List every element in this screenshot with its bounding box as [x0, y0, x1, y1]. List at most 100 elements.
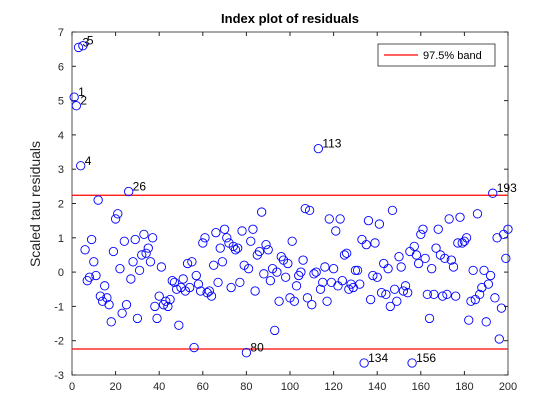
point [134, 265, 145, 276]
point [287, 236, 297, 246]
point [370, 238, 380, 248]
point-annotation: 113 [322, 137, 341, 151]
point [311, 267, 321, 277]
point [363, 215, 374, 226]
point [76, 161, 86, 171]
point [461, 233, 472, 243]
point [501, 253, 511, 264]
point [104, 300, 114, 310]
x-tick-label: 160 [412, 381, 430, 393]
point-annotation: 193 [497, 181, 517, 195]
point [328, 264, 339, 274]
point [411, 250, 422, 260]
point [246, 236, 256, 246]
point [440, 253, 450, 264]
point [429, 289, 439, 300]
point [213, 277, 223, 288]
point [113, 209, 123, 219]
legend-box [377, 43, 496, 67]
point [483, 279, 494, 289]
point [431, 243, 441, 253]
y-tick-label: -1 [54, 301, 64, 313]
point [126, 274, 136, 284]
point [226, 282, 236, 293]
point [259, 269, 269, 279]
point-annotation: 4 [85, 154, 92, 168]
point [394, 252, 404, 262]
point-annotation: 134 [368, 351, 388, 365]
point-annotation: 156 [416, 351, 436, 365]
point [209, 260, 219, 270]
point [217, 257, 228, 267]
point [165, 294, 175, 305]
point [280, 272, 291, 282]
point [198, 238, 208, 248]
point [350, 265, 361, 276]
point [309, 269, 319, 279]
point [182, 258, 193, 269]
point [376, 288, 387, 298]
point [396, 262, 406, 272]
point [272, 267, 282, 277]
point [381, 289, 391, 300]
point [374, 219, 385, 229]
point-annotation: 1 [78, 85, 85, 99]
point [437, 291, 448, 301]
point [191, 270, 201, 281]
point [235, 277, 245, 288]
point [503, 224, 513, 234]
point [84, 272, 95, 282]
point [352, 265, 363, 276]
point [167, 276, 177, 286]
point [366, 294, 376, 305]
point [124, 186, 134, 197]
point [156, 262, 167, 272]
point [161, 296, 171, 306]
point [446, 255, 456, 265]
point [304, 205, 315, 216]
point [339, 250, 350, 260]
point [342, 248, 352, 258]
point [78, 41, 88, 51]
point [230, 245, 241, 255]
point [86, 234, 97, 245]
point [148, 233, 158, 243]
point [422, 289, 432, 300]
point [206, 291, 217, 301]
point [237, 226, 247, 236]
point [451, 291, 461, 301]
point [442, 289, 452, 300]
point [73, 42, 84, 53]
x-tick-label: 100 [281, 381, 299, 393]
point [141, 248, 151, 258]
point [93, 195, 103, 205]
point [174, 320, 184, 330]
point [154, 291, 164, 301]
point [233, 243, 243, 253]
y-tick-label: 3 [58, 164, 64, 176]
point [403, 288, 413, 298]
point [296, 267, 306, 277]
point-annotation: 2 [80, 94, 87, 108]
point [335, 214, 345, 224]
point [130, 234, 140, 245]
y-tick-label: -2 [54, 336, 64, 348]
y-tick-label: 0 [58, 267, 64, 279]
point [132, 313, 143, 324]
point [274, 296, 284, 306]
point [420, 253, 430, 264]
point [121, 300, 132, 310]
point [468, 265, 478, 276]
point [475, 289, 485, 300]
point [178, 274, 188, 284]
point [453, 238, 463, 248]
point [254, 246, 265, 257]
point [416, 229, 426, 240]
point [95, 291, 105, 301]
point [150, 301, 160, 312]
point [250, 286, 260, 296]
point [331, 226, 341, 236]
point [359, 358, 369, 368]
point [215, 243, 225, 253]
point [320, 262, 330, 272]
